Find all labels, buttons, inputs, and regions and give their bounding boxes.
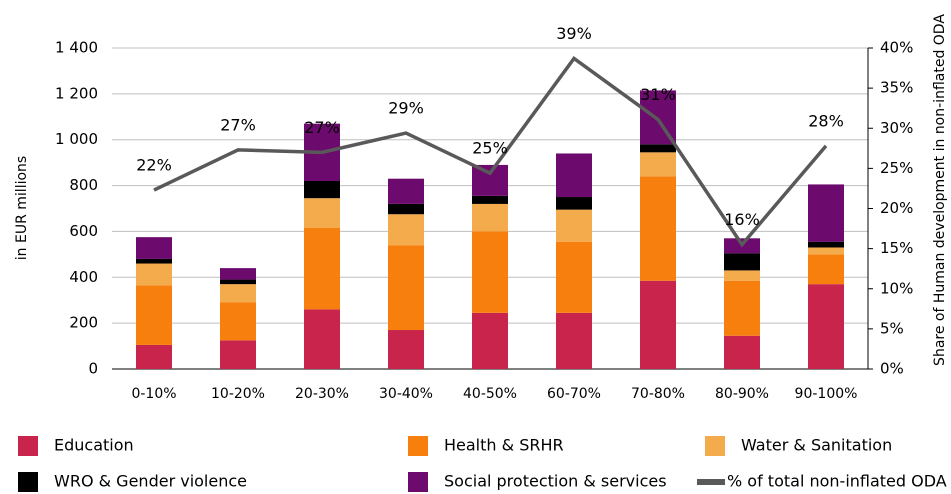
data-label: 29% — [388, 99, 424, 118]
y-tick-label: 1 400 — [55, 39, 98, 57]
bar-segment — [220, 268, 256, 280]
bar-segment — [640, 176, 676, 281]
y-tick-label: 1 200 — [55, 84, 98, 102]
x-tick-label: 0-10% — [131, 386, 176, 402]
y-axis-title: in EUR millions — [14, 156, 30, 260]
legend-label: Education — [54, 436, 134, 455]
x-tick-label: 10-20% — [211, 386, 265, 402]
data-label: 22% — [136, 156, 172, 175]
data-label: 16% — [724, 210, 760, 229]
bar-segment — [304, 180, 340, 199]
legend-label: WRO & Gender violence — [54, 472, 247, 491]
bar-segment — [472, 203, 508, 232]
bar-segment — [808, 284, 844, 369]
bar-segment — [220, 340, 256, 369]
bar-segment — [388, 245, 424, 331]
bar-segment — [640, 280, 676, 369]
data-label: 31% — [640, 85, 676, 104]
bar-segment — [724, 270, 760, 281]
bar-segment — [808, 254, 844, 285]
bar-segment — [640, 152, 676, 177]
bar-segment — [136, 263, 172, 286]
y2-tick-label: 25% — [880, 159, 913, 177]
legend-label: % of total non-inflated ODA — [727, 472, 947, 491]
x-tick-label: 60-70% — [547, 386, 601, 402]
x-tick-label: 20-30% — [295, 386, 349, 402]
bar-segment — [556, 197, 592, 210]
bar-segment — [556, 153, 592, 198]
y2-tick-label: 15% — [880, 239, 913, 257]
legend-swatch — [408, 436, 428, 456]
y2-tick-label: 20% — [880, 199, 913, 217]
bar-segment — [136, 258, 172, 264]
bar-segment — [724, 280, 760, 336]
bar-segment — [136, 285, 172, 345]
x-tick-label: 80-90% — [715, 386, 769, 402]
y2-tick-label: 30% — [880, 119, 913, 137]
bar-segment — [724, 335, 760, 369]
bar-segment — [304, 198, 340, 228]
bar-segment — [220, 284, 256, 303]
y2-axis-title: Share of Human development in non-inflat… — [932, 14, 948, 366]
bar-segment — [640, 144, 676, 153]
bar-segment — [808, 184, 844, 242]
bar-segment — [136, 344, 172, 369]
bar-segment — [556, 312, 592, 369]
legend-label: Water & Sanitation — [741, 436, 892, 455]
legend-swatch — [697, 479, 725, 485]
y2-tick-label: 10% — [880, 279, 913, 297]
data-label: 27% — [220, 115, 256, 134]
bar-segment — [724, 253, 760, 271]
bar-segment — [136, 237, 172, 259]
bar-segment — [472, 231, 508, 313]
bar-segment — [808, 241, 844, 248]
y2-tick-label: 0% — [880, 360, 904, 378]
bar-segment — [220, 302, 256, 341]
data-label: 28% — [808, 111, 844, 130]
y2-tick-label: 40% — [880, 39, 913, 57]
bar-segment — [388, 214, 424, 246]
y-tick-label: 200 — [69, 314, 98, 332]
bar-segment — [556, 241, 592, 313]
x-tick-label: 90-100% — [795, 386, 858, 402]
x-tick-label: 30-40% — [379, 386, 433, 402]
bar-segment — [388, 178, 424, 204]
data-label: 25% — [472, 139, 508, 158]
bar-segment — [388, 330, 424, 369]
x-tick-label: 40-50% — [463, 386, 517, 402]
bar-segment — [472, 164, 508, 196]
legend-swatch — [18, 472, 38, 492]
bar-segment — [304, 309, 340, 369]
bar-segment — [808, 247, 844, 255]
y-tick-label: 0 — [88, 360, 98, 378]
y-tick-label: 600 — [69, 222, 98, 240]
y-tick-label: 800 — [69, 176, 98, 194]
y-tick-label: 400 — [69, 268, 98, 286]
legend-swatch — [408, 472, 428, 492]
bar-segment — [388, 203, 424, 215]
bar-segment — [220, 279, 256, 285]
legend-swatch — [18, 436, 38, 456]
legend-label: Social protection & services — [444, 472, 667, 491]
x-tick-label: 70-80% — [631, 386, 685, 402]
bar-segment — [304, 227, 340, 310]
data-label: 27% — [304, 118, 340, 137]
legend-swatch — [705, 436, 725, 456]
y-tick-label: 1 000 — [55, 130, 98, 148]
y2-tick-label: 5% — [880, 319, 904, 337]
bar-segment — [472, 195, 508, 204]
bar-segment — [472, 312, 508, 369]
data-label: 39% — [556, 24, 592, 43]
legend-label: Health & SRHR — [444, 436, 564, 455]
y2-tick-label: 35% — [880, 79, 913, 97]
line-series — [153, 55, 828, 248]
bar-segment — [556, 209, 592, 242]
